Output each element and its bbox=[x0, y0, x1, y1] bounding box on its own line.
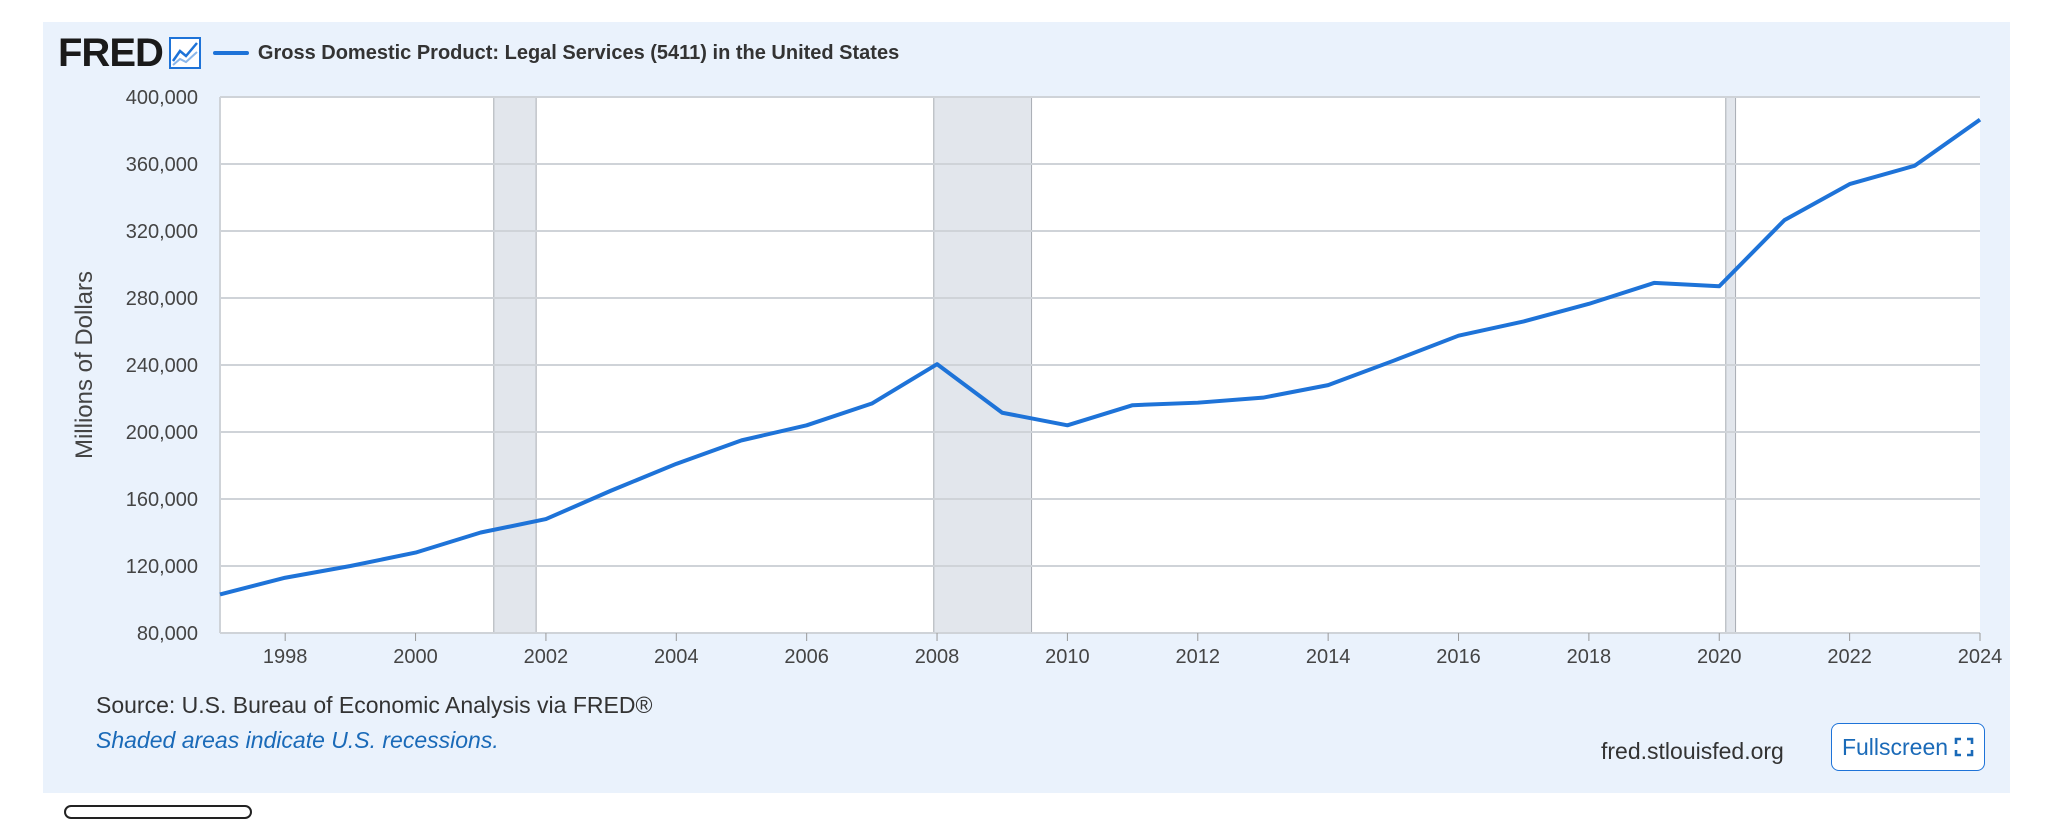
x-tick-label: 2012 bbox=[1176, 646, 1221, 668]
x-tick-label: 2018 bbox=[1567, 646, 1612, 668]
fullscreen-label: Fullscreen bbox=[1841, 733, 1949, 760]
x-tick-label: 2014 bbox=[1306, 646, 1351, 668]
y-tick-label: 400,000 bbox=[126, 87, 198, 109]
recession-note: Shaded areas indicate U.S. recessions. bbox=[96, 727, 499, 753]
x-tick-label: 2020 bbox=[1697, 646, 1742, 668]
x-tick-label: 2002 bbox=[524, 646, 569, 668]
legend-label: Gross Domestic Product: Legal Services (… bbox=[257, 41, 900, 64]
x-tick-label: 2006 bbox=[784, 646, 829, 668]
fullscreen-button[interactable]: Fullscreen bbox=[1831, 723, 1985, 771]
x-tick-label: 1998 bbox=[263, 646, 308, 668]
x-tick-label: 2024 bbox=[1958, 646, 2003, 668]
y-tick-label: 240,000 bbox=[126, 355, 198, 377]
y-tick-label: 120,000 bbox=[126, 556, 198, 578]
x-tick-label: 2008 bbox=[915, 646, 960, 668]
site-url[interactable]: fred.stlouisfed.org bbox=[1601, 738, 1784, 764]
y-tick-label: 360,000 bbox=[126, 154, 198, 176]
x-tick-label: 2000 bbox=[393, 646, 438, 668]
x-tick-label: 2004 bbox=[654, 646, 699, 668]
graph-icon bbox=[168, 37, 201, 69]
fullscreen-icon bbox=[1954, 737, 1974, 757]
y-tick-label: 280,000 bbox=[126, 288, 198, 310]
y-tick-label: 80,000 bbox=[137, 623, 198, 645]
y-tick-label: 200,000 bbox=[126, 422, 198, 444]
y-axis-label: Millions of Dollars bbox=[71, 271, 98, 459]
x-tick-label: 2022 bbox=[1827, 646, 1872, 668]
chart-header: FRED Gross Domestic Product: Legal Servi… bbox=[58, 32, 899, 74]
series-line bbox=[219, 117, 1982, 597]
x-tick-label: 2010 bbox=[1045, 646, 1090, 668]
bottom-button-edge[interactable] bbox=[64, 805, 252, 819]
y-tick-label: 160,000 bbox=[126, 489, 198, 511]
x-tick-label: 2016 bbox=[1436, 646, 1481, 668]
legend-swatch bbox=[212, 51, 249, 55]
fred-logo[interactable]: FRED bbox=[58, 31, 164, 75]
y-tick-label: 320,000 bbox=[126, 221, 198, 243]
source-text: Source: U.S. Bureau of Economic Analysis… bbox=[96, 692, 653, 718]
